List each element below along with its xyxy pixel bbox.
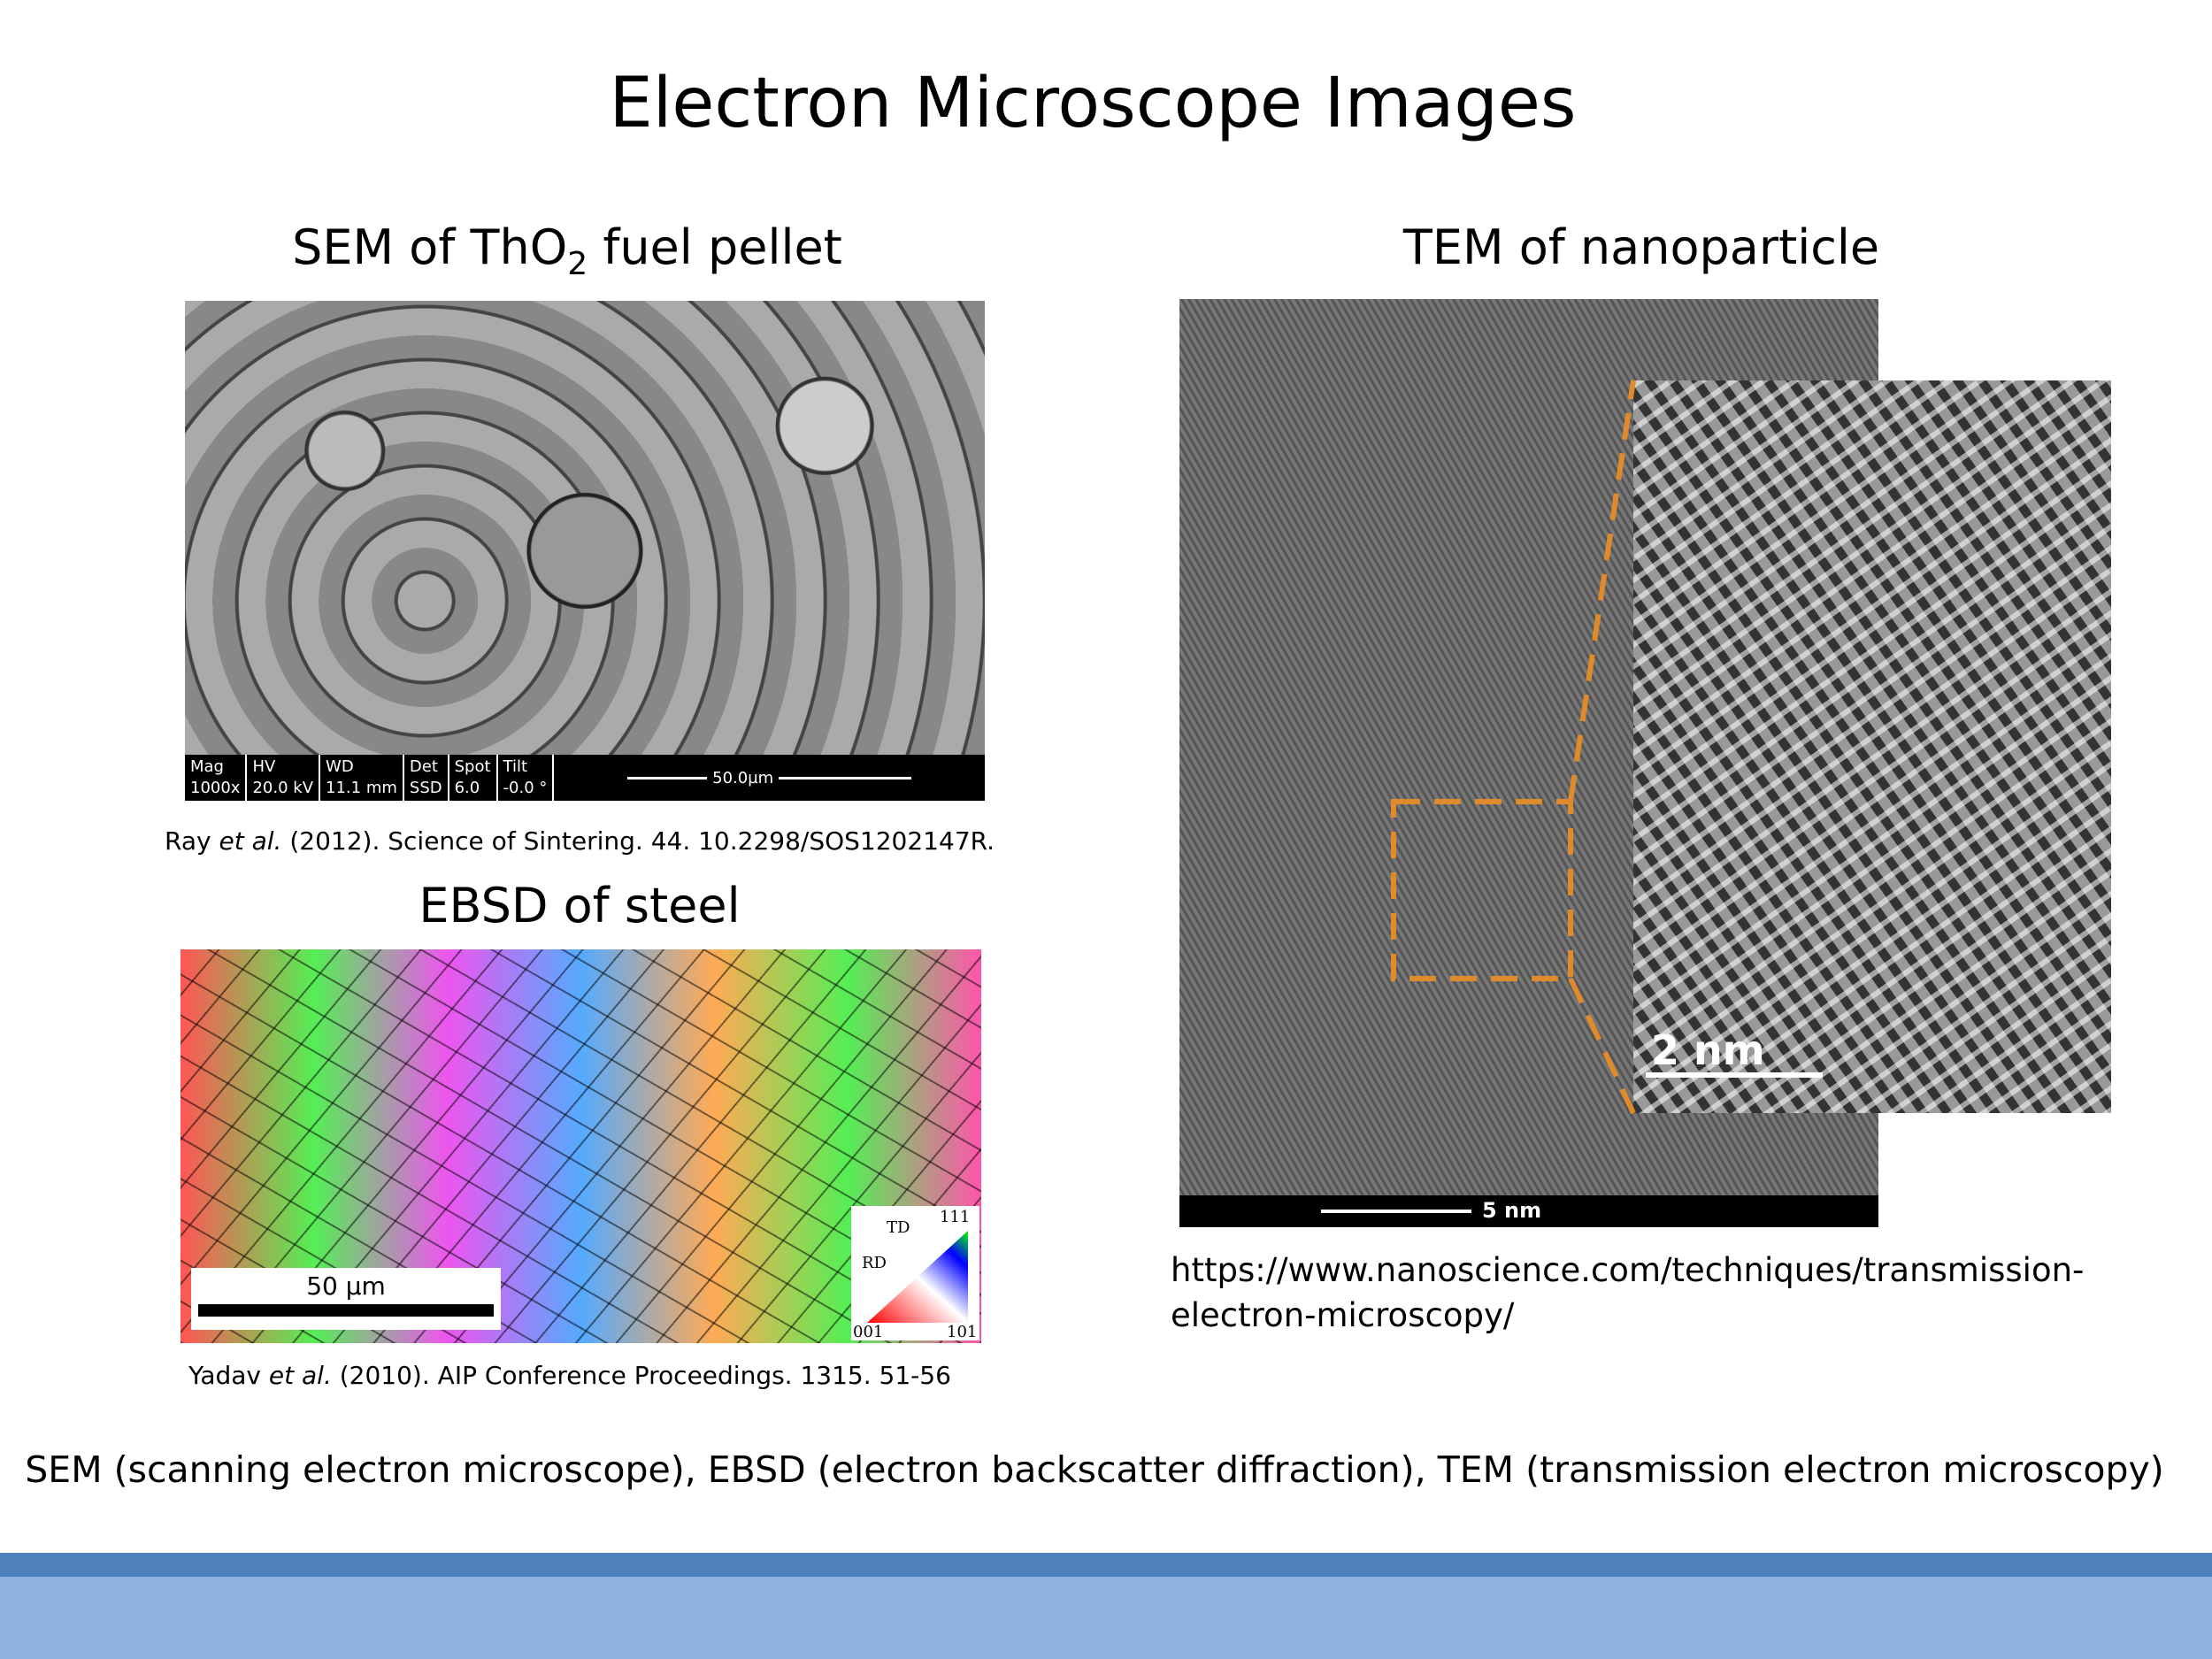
databar-value: 1000x bbox=[190, 779, 241, 797]
heading-text: SEM of ThO bbox=[292, 219, 568, 275]
databar-column: Mag 1000x bbox=[185, 755, 248, 801]
databar-value: 6.0 bbox=[454, 779, 480, 797]
databar-header: WD bbox=[326, 757, 354, 776]
sem-databar: Mag 1000x HV 20.0 kV WD 11.1 mm Det SSD Spot 6.0 T… bbox=[185, 755, 985, 801]
ebsd-image: 50 µm TD 111 RD 001 101 bbox=[180, 949, 981, 1343]
scale-area: 50.0µm bbox=[554, 755, 985, 801]
databar-column: HV 20.0 kV bbox=[247, 755, 321, 801]
footer-band bbox=[0, 1553, 2212, 1577]
ebsd-caption: Yadav et al. (2010). AIP Conference Proc… bbox=[188, 1361, 951, 1390]
legend-label: 001 bbox=[853, 1323, 883, 1340]
inset-scale-bar bbox=[1646, 1072, 1823, 1078]
databar-header: Det bbox=[409, 757, 438, 776]
caption-text: Yadav bbox=[188, 1361, 269, 1390]
caption-text: Ray bbox=[165, 826, 219, 856]
tem-heading: TEM of nanoparticle bbox=[1402, 219, 1880, 275]
tem-source: https://www.nanoscience.com/techniques/t… bbox=[1171, 1248, 2084, 1338]
databar-header: Spot bbox=[454, 757, 491, 776]
footnote: SEM (scanning electron microscope), EBSD… bbox=[25, 1448, 2164, 1491]
scale-box: 50 µm bbox=[191, 1268, 501, 1330]
databar-header: Mag bbox=[190, 757, 224, 776]
databar-column: Spot 6.0 bbox=[449, 755, 498, 801]
source-line: https://www.nanoscience.com/techniques/t… bbox=[1171, 1251, 2085, 1289]
databar-header: HV bbox=[252, 757, 276, 776]
legend-label: RD bbox=[862, 1254, 887, 1272]
databar-value: 11.1 mm bbox=[326, 779, 397, 797]
caption-text: (2012). Science of Sintering. 44. 10.229… bbox=[281, 826, 995, 856]
source-line: electron-microscopy/ bbox=[1171, 1296, 1515, 1334]
sem-heading: SEM of ThO2 fuel pellet bbox=[292, 219, 842, 282]
ebsd-heading: EBSD of steel bbox=[419, 878, 741, 933]
sem-image: Mag 1000x HV 20.0 kV WD 11.1 mm Det SSD Spot 6.0 T… bbox=[185, 301, 985, 801]
databar-header: Tilt bbox=[503, 757, 528, 776]
databar-column: Tilt -0.0 ° bbox=[498, 755, 555, 801]
sem-caption: Ray et al. (2012). Science of Sintering.… bbox=[165, 826, 995, 856]
databar-column: Det SSD bbox=[404, 755, 449, 801]
scale-label: 50.0µm bbox=[712, 768, 774, 787]
databar-value: SSD bbox=[409, 779, 442, 797]
databar-column: WD 11.1 mm bbox=[320, 755, 404, 801]
scale-bar bbox=[198, 1304, 494, 1317]
ipf-triangle bbox=[867, 1231, 968, 1323]
heading-text: fuel pellet bbox=[588, 219, 842, 275]
caption-italic: et al. bbox=[219, 826, 282, 856]
legend-label: 101 bbox=[947, 1323, 977, 1340]
caption-italic: et al. bbox=[268, 1361, 332, 1390]
scale-label: 5 nm bbox=[1482, 1198, 1542, 1223]
footer-band bbox=[0, 1577, 2212, 1659]
databar-value: 20.0 kV bbox=[252, 779, 314, 797]
caption-text: (2010). AIP Conference Proceedings. 1315… bbox=[331, 1361, 951, 1390]
inset-scale-label: 2 nm bbox=[1651, 1026, 1765, 1074]
tem-databar: 5 nm bbox=[1179, 1195, 1878, 1227]
subscript: 2 bbox=[567, 245, 588, 282]
legend-label: 111 bbox=[940, 1208, 970, 1226]
ipf-legend: TD 111 RD 001 101 bbox=[851, 1206, 979, 1340]
scale-label: 50 µm bbox=[306, 1271, 386, 1301]
legend-label: TD bbox=[887, 1218, 910, 1237]
databar-value: -0.0 ° bbox=[503, 779, 548, 797]
slide-title: Electron Microscope Images bbox=[609, 64, 1577, 143]
tem-inset: 2 nm bbox=[1633, 380, 2111, 1113]
